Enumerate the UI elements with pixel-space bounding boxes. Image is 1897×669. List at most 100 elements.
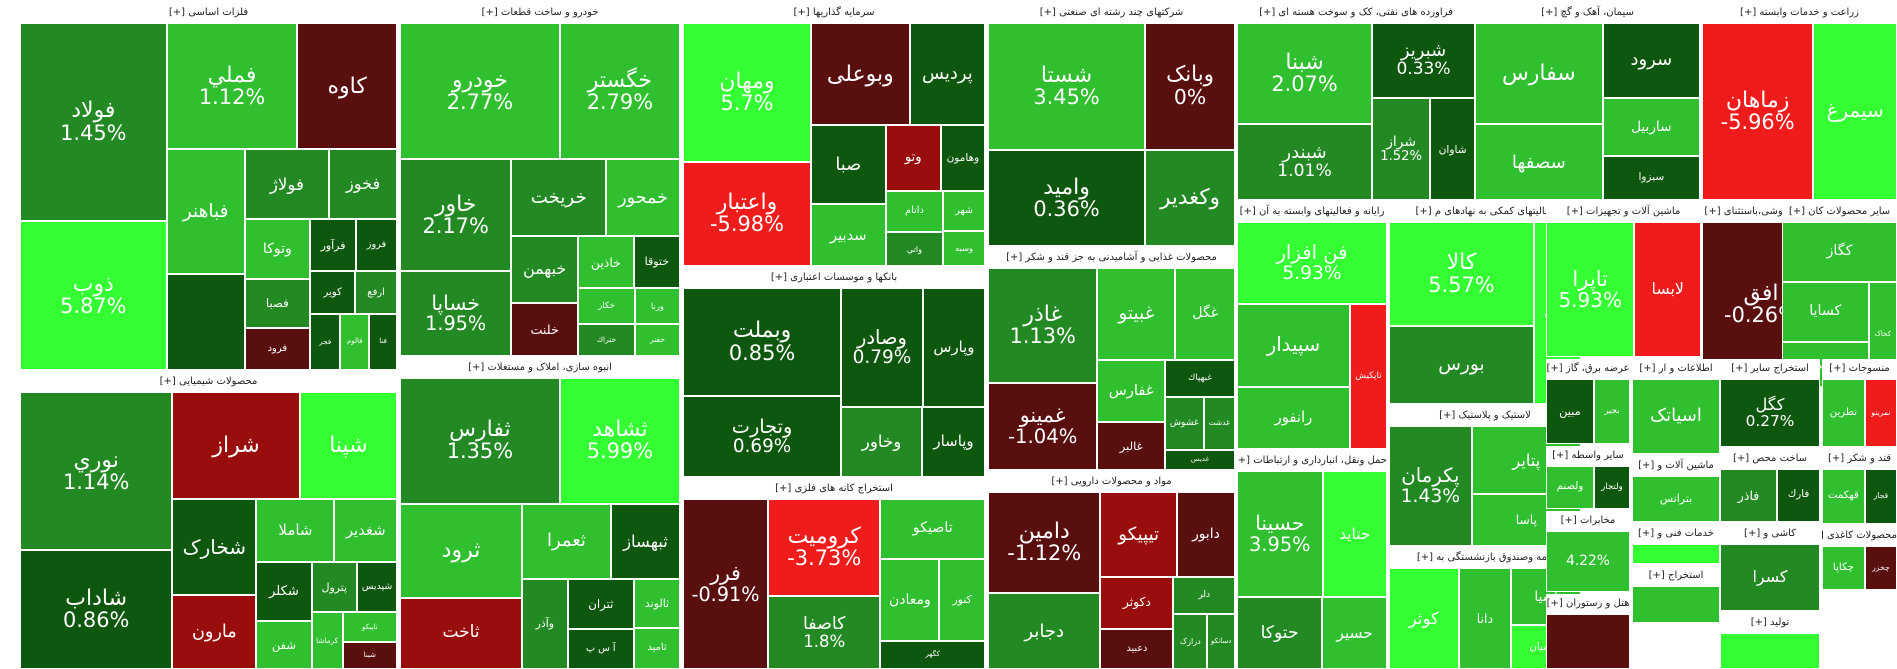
- stock-tile[interactable]: قهکمت: [1822, 469, 1865, 524]
- stock-tile[interactable]: لابسا: [1634, 222, 1701, 357]
- stock-tile[interactable]: غالبر: [1097, 421, 1166, 470]
- stock-tile[interactable]: ختوقا: [633, 236, 680, 289]
- stock-tile[interactable]: فملي 1.12%: [166, 23, 298, 150]
- stock-tile[interactable]: سيمرغ: [1813, 23, 1897, 200]
- sector-title[interactable]: سایر واسطه [+]: [1546, 446, 1630, 466]
- stock-tile[interactable]: ثشاهد 5.99%: [559, 378, 680, 504]
- stock-tile[interactable]: واتي: [885, 231, 944, 266]
- stock-tile[interactable]: دعبيد: [1100, 628, 1174, 669]
- sector-title[interactable]: محصولات شیمیایی [+]: [20, 372, 397, 392]
- sector-title[interactable]: حمل ونقل، انبارداری و ارتباطات [+]: [1237, 451, 1387, 471]
- sector-title[interactable]: بانکها و موسسات اعتباری [+]: [683, 268, 985, 288]
- stock-tile[interactable]: پردیس: [909, 23, 985, 126]
- stock-tile[interactable]: آ س پ: [567, 628, 635, 669]
- stock-tile[interactable]: ورنا: [634, 288, 680, 324]
- stock-tile[interactable]: کسايا: [1782, 281, 1869, 342]
- stock-tile[interactable]: شاوان: [1430, 98, 1475, 200]
- stock-tile[interactable]: قجار: [1864, 469, 1897, 524]
- sector-title[interactable]: خودرو و ساخت قطعات [+]: [400, 3, 680, 23]
- stock-tile[interactable]: فصبا: [244, 278, 311, 328]
- stock-tile[interactable]: دامین -1.12%: [988, 492, 1101, 593]
- sector-title[interactable]: فراورده های نفتی، کک و سوخت هسته ای [+]: [1237, 3, 1475, 23]
- sector-title[interactable]: استخراج سایر [+]: [1720, 359, 1820, 379]
- sector-title[interactable]: بیمه وصندوق بازنشستگی به [+]: [1389, 548, 1581, 568]
- stock-tile[interactable]: ثبهساز: [610, 503, 680, 580]
- stock-tile[interactable]: مبين: [1546, 379, 1594, 444]
- sector-title[interactable]: تولید [+]: [1720, 613, 1820, 633]
- stock-tile[interactable]: مارون: [172, 594, 257, 669]
- stock-tile[interactable]: پکرمان 1.43%: [1389, 426, 1472, 546]
- stock-tile[interactable]: وکغدير: [1145, 149, 1235, 246]
- stock-tile[interactable]: ثامید: [634, 627, 680, 669]
- sector-title[interactable]: منسوجات [+]: [1822, 359, 1897, 379]
- stock-tile[interactable]: نطرين: [1822, 379, 1865, 447]
- sector-title[interactable]: ماشین آلات و [+]: [1632, 456, 1720, 476]
- stock-tile[interactable]: نوري 1.14%: [20, 392, 173, 551]
- stock-tile[interactable]: پترول: [311, 562, 358, 613]
- stock-tile[interactable]: رانفور: [1237, 386, 1350, 449]
- stock-tile[interactable]: تاپيکو: [342, 612, 397, 642]
- stock-tile[interactable]: وخاور: [841, 406, 923, 477]
- stock-tile[interactable]: کالا 5.57%: [1389, 222, 1534, 326]
- stock-tile[interactable]: ساربيل: [1602, 98, 1700, 156]
- stock-tile[interactable]: وپارس: [922, 288, 985, 407]
- stock-tile[interactable]: ختراك: [578, 324, 635, 356]
- stock-tile[interactable]: شپنا: [299, 392, 397, 500]
- stock-tile[interactable]: فولاژ: [244, 149, 330, 220]
- stock-tile[interactable]: داتام: [885, 190, 944, 232]
- stock-tile[interactable]: کگل 0.27%: [1720, 379, 1820, 447]
- stock-tile[interactable]: تیپیکو: [1100, 492, 1177, 577]
- stock-tile[interactable]: شراز 1.52%: [1372, 98, 1431, 200]
- sector-title[interactable]: مواد و محصولات دارویی [+]: [988, 472, 1235, 492]
- stock-tile[interactable]: 4.22%: [1546, 531, 1630, 592]
- stock-tile[interactable]: ثرود: [400, 503, 522, 598]
- stock-tile[interactable]: شفن: [256, 620, 312, 669]
- stock-tile[interactable]: بجير: [1593, 379, 1630, 444]
- stock-tile[interactable]: صبا: [810, 125, 886, 205]
- stock-tile[interactable]: دلر: [1173, 576, 1235, 615]
- sector-title[interactable]: سیمان، آهک و گچ [+]: [1475, 3, 1700, 23]
- stock-tile[interactable]: درازک: [1173, 614, 1208, 669]
- sector-title[interactable]: هتل و رستوران [+]: [1546, 594, 1630, 614]
- stock-tile[interactable]: وامید 0.36%: [988, 150, 1146, 246]
- sector-title[interactable]: ساخت محص [+]: [1720, 449, 1820, 469]
- stock-tile[interactable]: خساپا 1.95%: [400, 271, 512, 356]
- stock-tile[interactable]: شخارک: [172, 499, 257, 595]
- stock-tile[interactable]: فروز: [356, 219, 397, 272]
- stock-tile[interactable]: تاپکيش: [1349, 304, 1387, 449]
- stock-tile[interactable]: وهامون: [940, 125, 985, 191]
- sector-title[interactable]: رایانه و فعالیتهای وابسته به آن [+]: [1237, 202, 1387, 222]
- sector-title[interactable]: زراعت و خدمات وابسته [+]: [1702, 3, 1897, 23]
- stock-tile[interactable]: خبهمن: [511, 236, 579, 303]
- stock-tile[interactable]: ومهان 5.7%: [683, 23, 811, 162]
- stock-tile[interactable]: کوثر: [1389, 568, 1459, 669]
- stock-tile[interactable]: خلنت: [511, 302, 579, 356]
- stock-tile[interactable]: فالوم: [340, 314, 370, 370]
- stock-tile[interactable]: ثاخت: [400, 597, 522, 669]
- stock-tile[interactable]: ثعمرا: [522, 503, 611, 580]
- stock-tile[interactable]: خودرو 2.77%: [400, 23, 560, 160]
- stock-tile[interactable]: بتراتس: [1632, 476, 1720, 522]
- stock-tile[interactable]: سبزوا: [1602, 155, 1700, 200]
- stock-tile[interactable]: غديس: [1165, 450, 1235, 470]
- stock-tile[interactable]: فرآور: [310, 219, 357, 272]
- stock-tile[interactable]: تاصيكو: [880, 499, 985, 559]
- stock-tile[interactable]: واعتبار -5.98%: [683, 161, 811, 266]
- sector-title[interactable]: محصولات غذایی و آشامیدنی به جز قند و شکر…: [988, 248, 1235, 268]
- stock-tile[interactable]: تاپرا 5.93%: [1546, 222, 1635, 357]
- stock-tile[interactable]: خمحور: [606, 159, 680, 236]
- stock-tile[interactable]: وآذر: [522, 579, 568, 669]
- stock-tile[interactable]: فجر: [310, 314, 341, 370]
- stock-tile[interactable]: چخزر: [1864, 546, 1897, 590]
- stock-tile[interactable]: دسانکو: [1207, 614, 1235, 669]
- sector-title[interactable]: محصولات کاغذی [+]: [1822, 526, 1897, 546]
- stock-tile[interactable]: وتجارت 0.69%: [683, 395, 842, 477]
- stock-tile[interactable]: غمينو -1.04%: [988, 383, 1098, 470]
- sector-title[interactable]: قند و شکر [+]: [1822, 449, 1897, 469]
- stock-tile[interactable]: [166, 273, 245, 370]
- stock-tile[interactable]: خكار: [578, 288, 635, 325]
- sector-title[interactable]: مخابرات [+]: [1546, 511, 1630, 531]
- stock-tile[interactable]: فرر -0.91%: [683, 499, 769, 669]
- stock-tile[interactable]: زماهان -5.96%: [1702, 23, 1814, 200]
- stock-tile[interactable]: شبندر 1.01%: [1237, 124, 1373, 200]
